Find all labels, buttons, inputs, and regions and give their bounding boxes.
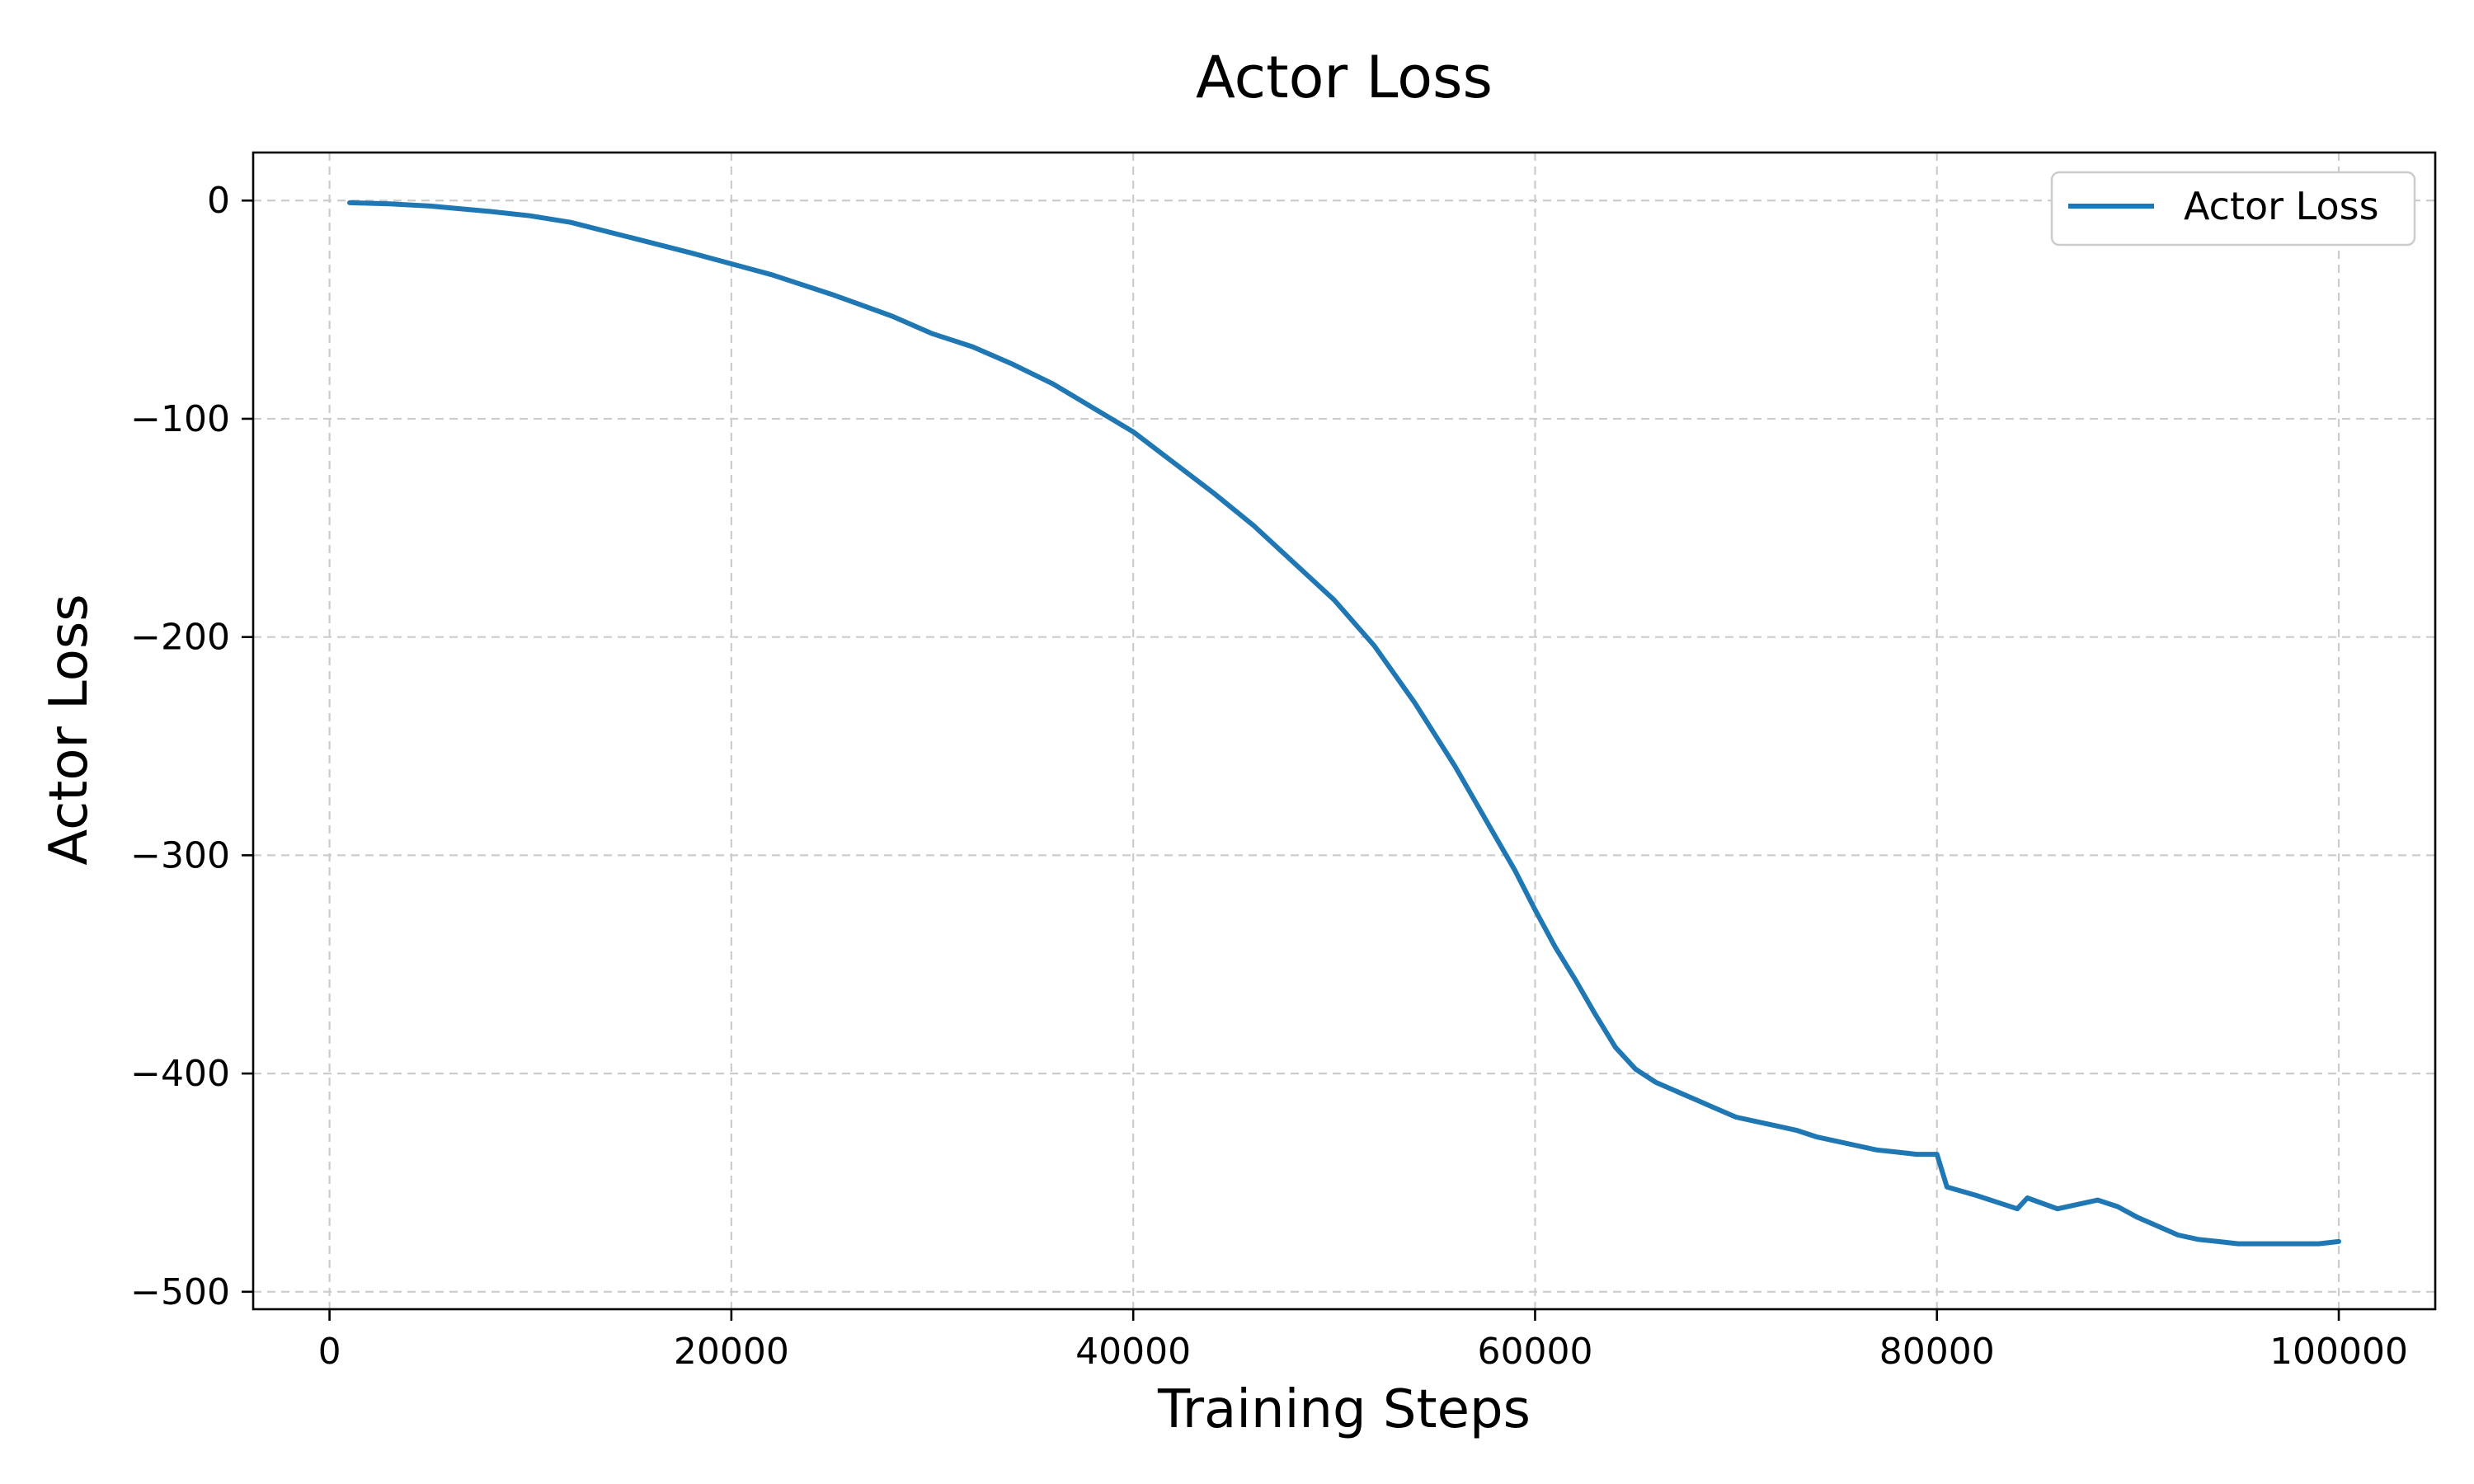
y-tick-label: −100 <box>130 398 230 440</box>
x-tick-label: 100000 <box>2269 1331 2408 1373</box>
grid-lines <box>253 153 2435 1309</box>
series-layer <box>347 200 2341 1247</box>
x-tick-label: 40000 <box>1075 1331 1191 1373</box>
x-tick-label: 20000 <box>674 1331 789 1373</box>
y-tick-label: −400 <box>130 1053 230 1095</box>
plot-frame <box>252 151 2437 1311</box>
y-axis-ticks: 0 −100 −200 −300 −400 −500 <box>130 180 253 1313</box>
y-axis-label: Actor Loss <box>39 594 100 865</box>
x-tick-label: 60000 <box>1477 1331 1592 1373</box>
x-tick-label: 0 <box>318 1331 341 1373</box>
x-axis-label: Training Steps <box>1157 1379 1531 1440</box>
y-tick-label: 0 <box>207 180 230 222</box>
chart-title: Actor Loss <box>1196 44 1493 111</box>
series-line-actor-loss <box>347 200 2341 1247</box>
x-tick-label: 80000 <box>1879 1331 1995 1373</box>
x-axis-ticks: 0 20000 40000 60000 80000 100000 <box>318 1309 2408 1373</box>
legend: Actor Loss <box>2050 171 2416 247</box>
legend-box <box>2050 171 2416 247</box>
legend-label-actor-loss: Actor Loss <box>2184 184 2379 228</box>
y-tick-label: −300 <box>130 834 230 876</box>
y-tick-label: −500 <box>130 1271 230 1313</box>
y-tick-label: −200 <box>130 617 230 659</box>
